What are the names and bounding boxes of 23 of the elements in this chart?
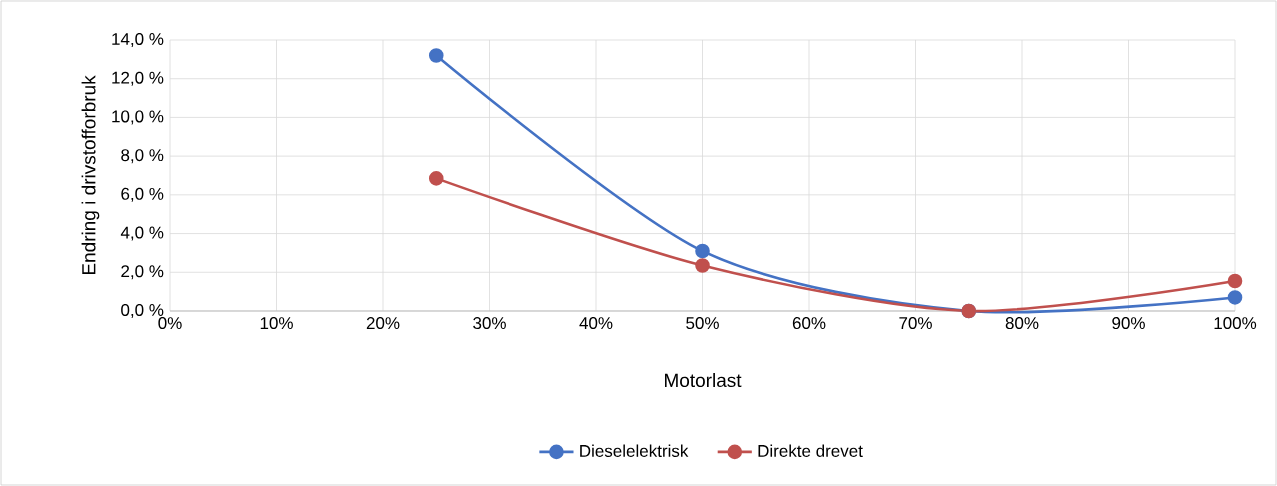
y-tick-label: 4,0 % (120, 226, 164, 241)
legend-label: Dieselelektrisk (580, 444, 689, 457)
x-tick-label: 70% (899, 317, 932, 330)
x-tick-label: 0% (158, 317, 182, 330)
y-tick-label: 2,0 % (121, 265, 164, 280)
y-tick-label: 6,0 % (121, 187, 164, 202)
y-tick-label: 10,0 % (112, 110, 164, 125)
y-tick-label: 0,0 % (121, 303, 164, 318)
legend-label: Direkte drevet (758, 444, 863, 457)
x-tick-label: 20% (366, 317, 400, 330)
x-tick-label: 60% (792, 317, 826, 330)
y-tick-label: 14,0 % (112, 32, 164, 47)
x-tick-label: 80% (1005, 317, 1039, 330)
x-axis-title: Motorlast (665, 373, 742, 388)
x-tick-label: 90% (1112, 317, 1145, 330)
x-tick-label: 10% (260, 317, 293, 330)
x-tick-label: 40% (579, 317, 613, 330)
x-tick-label: 30% (473, 317, 506, 330)
y-axis-title: Endring i drivstofforbruk (81, 75, 100, 275)
x-tick-label: 100% (1214, 317, 1257, 330)
y-tick-label: 12,0 % (112, 71, 164, 86)
y-tick-label: 8,0 % (121, 149, 164, 164)
x-tick-label: 50% (686, 317, 719, 330)
